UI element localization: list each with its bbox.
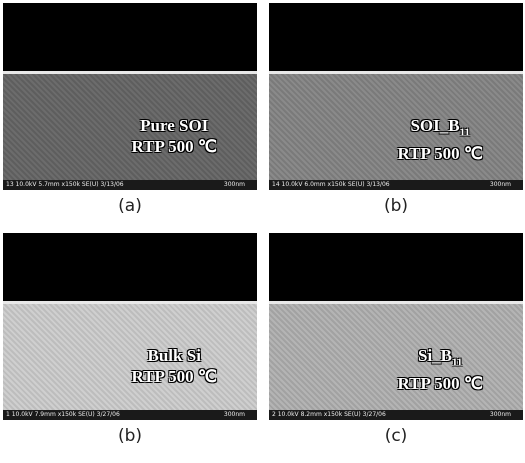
scale-text: 300nm — [490, 180, 511, 190]
label-subscript: 11 — [460, 126, 470, 138]
caption: (a) — [3, 196, 257, 216]
scale-text: 300nm — [224, 180, 245, 190]
info-bar: 13 10.0kV 5.7mm x150k SE(U) 3/13/06 300nm — [3, 180, 257, 190]
label-subscript: 11 — [452, 356, 462, 368]
label-line: SOI_B11 — [397, 115, 483, 143]
substrate — [3, 73, 257, 190]
substrate — [269, 73, 523, 190]
caption: (b) — [3, 426, 257, 446]
label-text: Bulk Si — [148, 346, 201, 365]
surface-edge — [269, 71, 523, 74]
scale-text: 300nm — [490, 410, 511, 420]
label-line: RTP 500 ℃ — [397, 373, 483, 394]
label-line: Pure SOI — [131, 115, 217, 136]
label-text: SOI_B — [410, 116, 459, 135]
surface-edge — [269, 301, 523, 304]
substrate — [3, 303, 257, 420]
caption: (c) — [269, 426, 523, 446]
info-text: 1 10.0kV 7.9mm x150k SE(U) 3/27/06 — [6, 411, 120, 418]
surface-edge — [3, 71, 257, 74]
label-line: RTP 500 ℃ — [131, 136, 217, 157]
label-line: RTP 500 ℃ — [131, 366, 217, 387]
label-text: Pure SOI — [140, 116, 208, 135]
surface-edge — [3, 301, 257, 304]
info-text: 13 10.0kV 5.7mm x150k SE(U) 3/13/06 — [6, 181, 124, 188]
info-text: 14 10.0kV 6.0mm x150k SE(U) 3/13/06 — [272, 181, 390, 188]
figure: Pure SOIRTP 500 ℃13 10.0kV 5.7mm x150k S… — [0, 0, 525, 463]
caption: (b) — [269, 196, 523, 216]
info-bar: 14 10.0kV 6.0mm x150k SE(U) 3/13/06 300nm — [269, 180, 523, 190]
info-text: 2 10.0kV 8.2mm x150k SE(U) 3/27/06 — [272, 411, 386, 418]
info-bar: 1 10.0kV 7.9mm x150k SE(U) 3/27/06 300nm — [3, 410, 257, 420]
info-bar: 2 10.0kV 8.2mm x150k SE(U) 3/27/06 300nm — [269, 410, 523, 420]
label-line: Si_B11 — [397, 345, 483, 373]
label-line: Bulk Si — [131, 345, 217, 366]
scale-text: 300nm — [224, 410, 245, 420]
substrate — [269, 303, 523, 420]
label-text: Si_B — [418, 346, 452, 365]
label-line: RTP 500 ℃ — [397, 143, 483, 164]
